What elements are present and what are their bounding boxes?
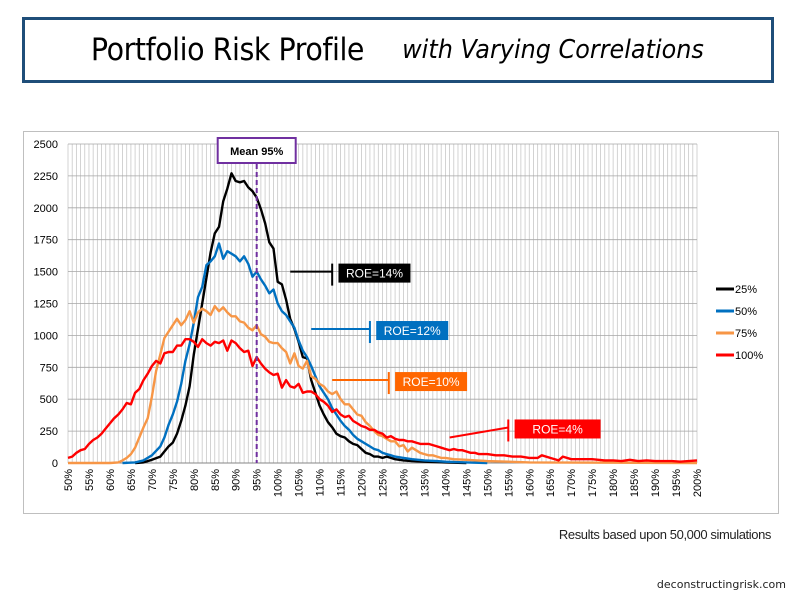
x-tick-label: 55% [84, 469, 96, 491]
x-tick-label: 65% [126, 469, 138, 491]
page-title: Portfolio Risk Profile [90, 32, 364, 68]
x-tick-label: 150% [482, 469, 494, 497]
callout-label: ROE=4% [532, 422, 583, 436]
x-tick-label: 90% [231, 469, 243, 491]
x-tick-label: 105% [294, 469, 306, 497]
x-tick-label: 130% [398, 469, 410, 497]
x-tick-label: 195% [671, 469, 683, 497]
callout-label: ROE=10% [403, 375, 460, 389]
x-tick-label: 165% [545, 469, 557, 497]
legend-label: 100% [735, 350, 763, 362]
legend-label: 25% [735, 284, 757, 296]
title-box: Portfolio Risk Profile with Varying Corr… [22, 17, 774, 83]
x-tick-label: 60% [105, 469, 117, 491]
x-tick-label: 140% [440, 469, 452, 497]
x-tick-label: 120% [357, 469, 369, 497]
x-tick-label: 95% [252, 469, 264, 491]
site-credit: deconstructingrisk.com [656, 578, 786, 591]
series-line-100pct [67, 338, 698, 463]
x-tick-label: 200% [692, 469, 704, 497]
y-tick-label: 250 [40, 426, 58, 438]
x-tick-label: 145% [461, 469, 473, 497]
series-line-75pct [68, 304, 698, 465]
legend-label: 75% [735, 328, 757, 340]
x-tick-label: 50% [63, 469, 75, 491]
y-tick-label: 2500 [34, 139, 58, 151]
x-tick-label: 125% [378, 469, 390, 497]
x-tick-label: 160% [524, 469, 536, 497]
y-tick-label: 2250 [34, 171, 58, 183]
mean-label-box [216, 137, 297, 164]
x-tick-label: 80% [189, 469, 201, 491]
y-tick-label: 1000 [34, 330, 58, 342]
page-subtitle: with Varying Correlations [402, 35, 705, 65]
footnote: Results based upon 50,000 simulations [558, 527, 772, 542]
callout-box [514, 419, 601, 439]
y-tick-label: 1250 [34, 299, 58, 311]
callout-leader [449, 426, 509, 439]
x-tick-label: 135% [419, 469, 431, 497]
x-tick-label: 100% [273, 469, 285, 497]
x-tick-label: 110% [315, 469, 327, 497]
x-tick-label: 190% [650, 469, 662, 497]
y-tick-label: 2000 [34, 203, 58, 215]
annotations: Mean 95% ROE=14% ROE=12% ROE=10% ROE=4% [216, 137, 601, 463]
callout-box [395, 372, 468, 392]
x-tick-label: 175% [587, 469, 599, 497]
y-axis-ticks: 0 250 500 750 1000 1250 1500 1750 2000 2250 2500 [34, 139, 58, 470]
x-tick-label: 180% [608, 469, 620, 497]
mean-label: Mean 95% [230, 146, 283, 158]
x-tick-label: 155% [503, 469, 515, 497]
x-tick-label: 75% [168, 469, 180, 491]
x-tick-label: 70% [147, 469, 159, 491]
x-tick-label: 85% [210, 469, 222, 491]
x-tick-label: 185% [629, 469, 641, 497]
grid [67, 143, 698, 464]
series-lines [67, 172, 698, 465]
callout-label: ROE=12% [384, 324, 441, 338]
series-line-25pct [135, 172, 467, 465]
y-tick-label: 0 [52, 458, 58, 470]
y-tick-label: 750 [40, 362, 58, 374]
legend: 25% 50% 75% 100% [716, 284, 763, 362]
callout-label: ROE=14% [346, 267, 403, 281]
callout-box [338, 263, 411, 283]
y-tick-label: 1750 [34, 235, 58, 247]
legend-label: 50% [735, 306, 757, 318]
y-tick-label: 500 [40, 394, 58, 406]
y-tick-label: 1500 [34, 267, 58, 279]
x-tick-label: 170% [566, 469, 578, 497]
x-tick-label: 115% [336, 469, 348, 497]
callout-box [376, 321, 449, 341]
x-axis-ticks: 50% 55% 60% 65% 70% 75% 80% 85% 90% 95% 100% 105% 11… [63, 469, 704, 497]
